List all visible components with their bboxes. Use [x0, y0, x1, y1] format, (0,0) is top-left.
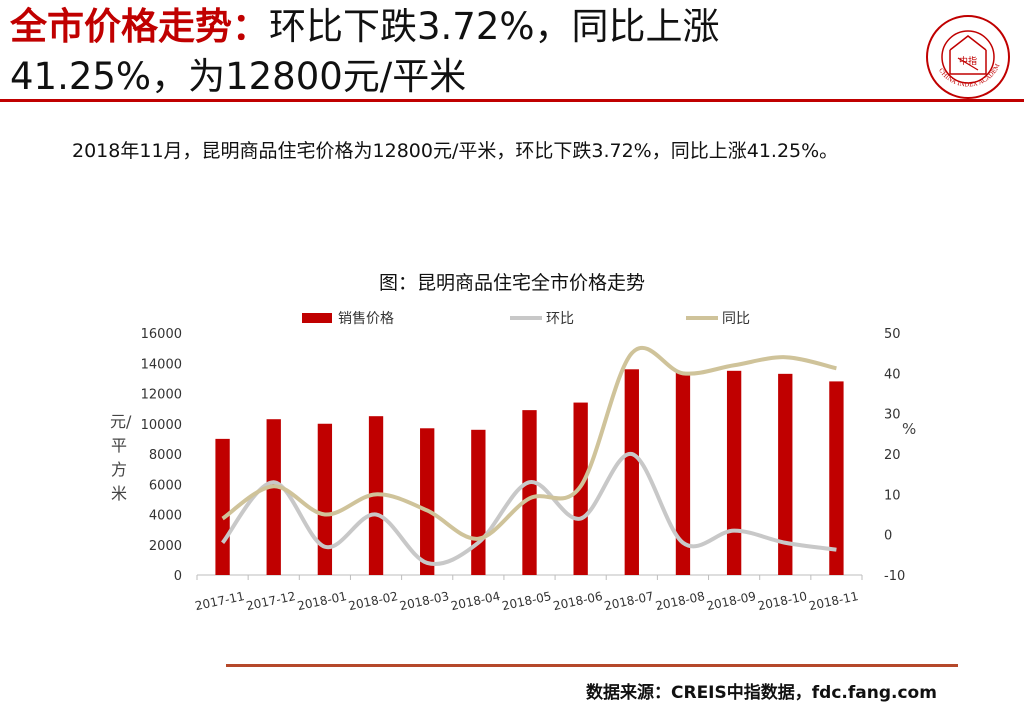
left-axis-unit: 元/平方米 [110, 412, 132, 503]
price-bar [829, 381, 844, 575]
footer-rule [226, 664, 958, 667]
legend-mom-label: 环比 [546, 311, 574, 327]
x-tick-label: 2018-04 [450, 589, 502, 613]
left-tick-label: 4000 [149, 509, 182, 524]
x-tick-label: 2018-01 [296, 589, 348, 613]
x-tick-label: 2017-12 [245, 589, 297, 613]
x-tick-label: 2018-10 [756, 589, 808, 613]
x-tick-label: 2018-06 [552, 589, 604, 613]
left-tick-label: 14000 [141, 357, 182, 372]
price-bar [726, 370, 742, 575]
right-tick-label: 20 [884, 448, 901, 463]
price-bar [675, 372, 691, 575]
mom-line [220, 451, 837, 566]
left-tick-label: 8000 [149, 448, 182, 463]
right-tick-label: -10 [884, 569, 905, 584]
legend-sales-price-label: 销售价格 [338, 311, 394, 327]
china-index-academy-logo: 中指 CHINA INDEX ACADEMY [920, 12, 1010, 99]
yoy-line [221, 345, 837, 541]
title-accent: 全市价格走势： [10, 5, 269, 48]
chart-title: 图：昆明商品住宅全市价格走势 [378, 272, 645, 294]
x-tick-label: 2018-09 [705, 589, 757, 613]
left-tick-label: 6000 [149, 478, 182, 493]
logo-center-text: 中指 [959, 55, 977, 67]
price-trend-chart: 销售价格 环比 同比 0 2000 4000 6000 8000 10000 12000 14000… [141, 311, 906, 613]
left-tick-label: 16000 [141, 327, 182, 342]
right-tick-label: 10 [884, 488, 901, 503]
header-rule [0, 99, 1024, 102]
right-tick-label: 40 [884, 367, 901, 382]
right-tick-label: 0 [884, 529, 892, 544]
x-tick-label: 2018-11 [808, 589, 860, 613]
x-tick-label: 2018-05 [501, 589, 553, 613]
price-bar [215, 438, 230, 575]
title-rest: 环比下跌3.72%，同比上涨41.25%，为12800元/平米 [10, 5, 720, 98]
x-tick-label: 2018-02 [347, 589, 399, 613]
price-bar [522, 410, 537, 575]
price-bar [778, 373, 793, 575]
price-bar [624, 369, 639, 575]
left-tick-label: 12000 [141, 388, 182, 403]
left-tick-label: 10000 [141, 418, 182, 433]
right-axis-unit: % [902, 420, 917, 438]
price-bar [317, 423, 333, 575]
x-tick-label: 2018-08 [654, 589, 706, 613]
right-tick-label: 30 [884, 408, 901, 423]
x-tick-label: 2018-07 [603, 589, 655, 613]
summary-text: 2018年11月，昆明商品住宅价格为12800元/平米，环比下跌3.72%，同比… [72, 140, 839, 162]
x-tick-label: 2017-11 [194, 589, 246, 613]
price-bar [471, 429, 486, 575]
page-title: 全市价格走势：环比下跌3.72%，同比上涨41.25%，为12800元/平米 [10, 2, 890, 102]
left-tick-label: 0 [174, 569, 182, 584]
legend-sales-price-swatch [302, 313, 332, 323]
legend-yoy-label: 同比 [722, 311, 750, 327]
price-bar [266, 419, 281, 575]
price-bar [420, 428, 435, 575]
left-tick-label: 2000 [149, 539, 182, 554]
x-tick-label: 2018-03 [398, 589, 450, 613]
data-source: 数据来源：CREIS中指数据，fdc.fang.com [586, 683, 937, 703]
right-tick-label: 50 [884, 327, 901, 342]
